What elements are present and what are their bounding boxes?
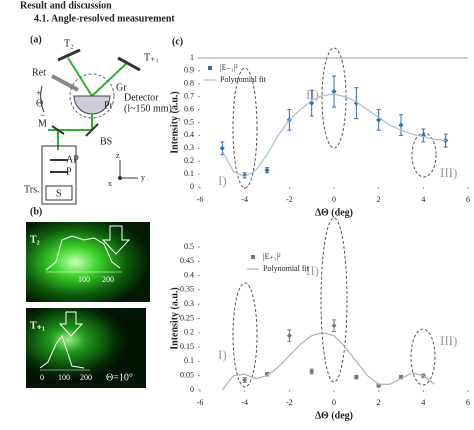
subsection-title: 4.1. Angle-resolved measurement	[34, 13, 175, 24]
beam-images: (b) T₂ 100 200 T₊₁ 0 100 200 Θ=10°	[26, 206, 150, 388]
x-tick-label: -4	[241, 195, 248, 204]
x-tick-label: -2	[286, 398, 293, 407]
setup-diagram: (a) T₂ T₊₁ Ret + Θ − Gr Pr Detector (l~1…	[24, 34, 172, 205]
panel-label: (b)	[30, 206, 42, 217]
x-axis-label: ΔΘ (deg)	[315, 410, 353, 421]
legend-label: Polynomial fit	[263, 264, 310, 273]
x-tick-label: 2	[377, 195, 381, 204]
label-t2: T₂	[64, 38, 74, 49]
y-tick-label: 0.1	[184, 356, 194, 365]
x-tick-label: 4	[421, 398, 425, 407]
inset-tick: 100	[78, 275, 90, 284]
label-bs: BS	[100, 136, 112, 147]
y-tick-label: 0	[190, 385, 194, 394]
label-y: y	[141, 173, 145, 182]
y-tick-label: 0.3	[184, 143, 194, 152]
legend-label: |E₋₁|²	[220, 63, 238, 72]
label-minus: −	[40, 110, 46, 121]
x-tick-label: -4	[241, 398, 248, 407]
y-tick-label: 0.3	[184, 299, 194, 308]
label-plus: +	[36, 88, 42, 99]
inset-tick: 200	[80, 373, 92, 382]
highlight-ellipses	[232, 47, 437, 388]
legend-swatch	[208, 66, 212, 70]
label-s: S	[56, 188, 62, 199]
annotation: II)	[306, 263, 319, 278]
data-point	[331, 323, 337, 329]
x-tick-label: 0	[332, 398, 336, 407]
y-tick-label: 0.6	[184, 104, 194, 113]
legend-swatch	[251, 255, 255, 259]
panel-label: (c)	[172, 36, 183, 47]
legend-label: Polynomial fit	[220, 75, 267, 84]
annotation: III)	[440, 165, 457, 180]
inset-tick: 200	[102, 275, 114, 284]
x-tick-label: -6	[197, 195, 204, 204]
x-tick-label: 2	[377, 398, 381, 407]
section-title: Result and discussion	[20, 0, 112, 11]
label-pr: Pr	[104, 100, 114, 111]
label-x: x	[108, 179, 112, 188]
y-tick-label: 1	[190, 53, 194, 62]
y-axis-label: Intensity (a.u.)	[169, 91, 180, 154]
label-z: z	[116, 151, 120, 160]
x-tick-label: 6	[466, 398, 470, 407]
fit-line	[221, 93, 446, 178]
label-t1: T₊₁	[30, 320, 45, 331]
y-tick-label: 0.1	[184, 169, 194, 178]
label-t2: T₂	[30, 234, 40, 245]
y-tick-label: 0.9	[184, 66, 194, 75]
y-tick-label: 0.8	[184, 79, 194, 88]
label-trs: Trs.	[24, 184, 39, 195]
x-axis-label: ΔΘ (deg)	[315, 207, 353, 218]
label-detector: Detector	[124, 92, 159, 103]
panel-label: (a)	[30, 34, 42, 45]
label-theta: Θ	[36, 98, 43, 109]
y-tick-label: 0.2	[184, 156, 194, 165]
label-ret: Ret	[32, 67, 46, 78]
x-tick-label: -6	[197, 398, 204, 407]
y-tick-label: 0.2	[184, 328, 194, 337]
y-tick-label: 0.45	[180, 256, 194, 265]
data-point	[398, 122, 404, 128]
data-point	[264, 167, 270, 173]
inset-tick: 0	[40, 373, 44, 382]
data-point	[219, 145, 225, 151]
y-tick-label: 0.5	[184, 242, 194, 251]
x-tick-label: 0	[332, 195, 336, 204]
data-point	[331, 88, 337, 95]
y-tick-label: 0.05	[180, 371, 194, 380]
inset-tick: 100	[58, 373, 70, 382]
label-gr: Gr	[116, 82, 127, 93]
data-point	[286, 333, 292, 339]
fit-line	[221, 332, 435, 391]
y-tick-label: 0.15	[180, 342, 194, 351]
x-tick-label: 6	[466, 195, 470, 204]
x-tick-label: -2	[286, 195, 293, 204]
y-tick-label: 0.4	[184, 130, 194, 139]
y-tick-label: 0.4	[184, 270, 194, 279]
y-tick-label: 0.35	[180, 285, 194, 294]
label-m: M	[38, 118, 47, 129]
x-tick-label: 4	[421, 195, 425, 204]
y-tick-label: 0	[190, 182, 194, 191]
annotation: I)	[218, 173, 227, 188]
y-axis-label: Intensity (a.u.)	[169, 287, 180, 350]
label-t1: T₊₁	[144, 52, 159, 63]
y-tick-label: 0.7	[184, 92, 194, 101]
label-ap: AP	[66, 154, 79, 165]
y-tick-label: 0.5	[184, 117, 194, 126]
data-point	[242, 377, 248, 383]
data-point	[353, 374, 359, 380]
annotation: I)	[218, 347, 227, 362]
data-point	[309, 368, 315, 374]
y-tick-label: 0.25	[180, 313, 194, 322]
annotation: III)	[440, 333, 457, 348]
angle-label: Θ=10°	[106, 372, 133, 383]
legend-label: |E₊₁|²	[263, 252, 281, 261]
label-p: P	[66, 166, 72, 177]
label-distance: (l~150 mm)	[124, 103, 172, 114]
